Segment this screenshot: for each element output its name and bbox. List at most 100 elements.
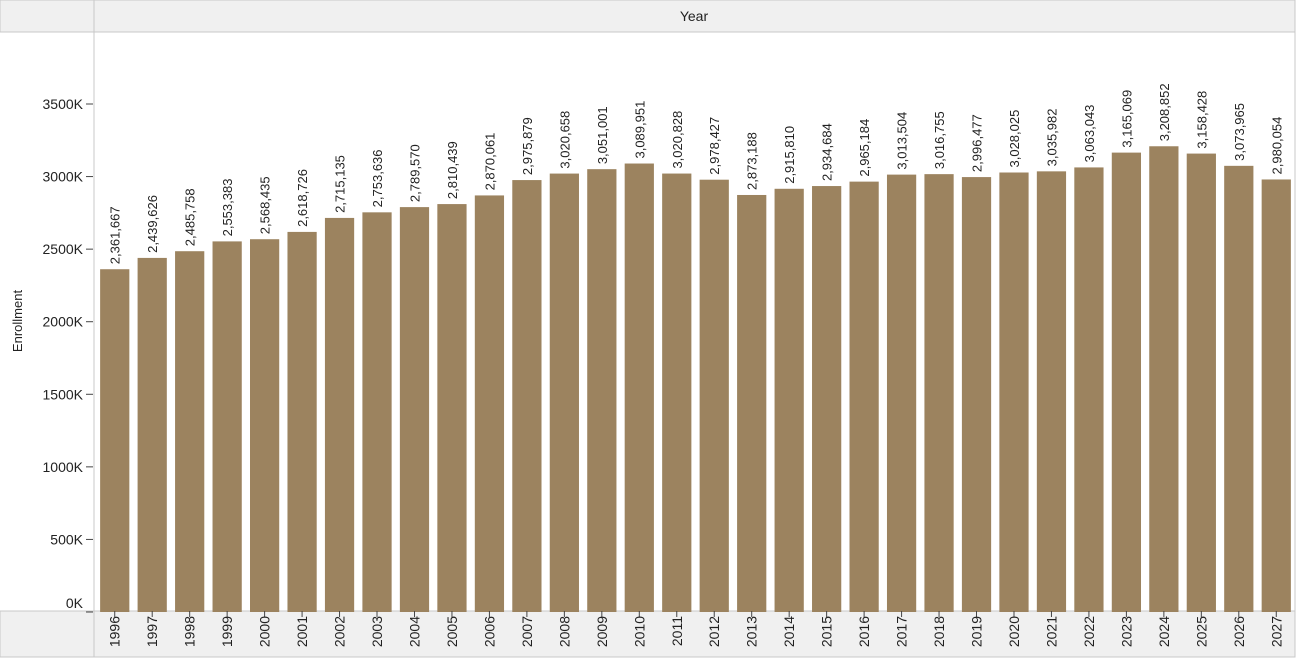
bar-data-label: 2,810,439	[445, 141, 460, 199]
y-tick-label: 500K	[50, 531, 83, 547]
bar	[324, 217, 355, 613]
bar	[1149, 146, 1179, 612]
bar	[549, 173, 579, 612]
x-tick-label: 2026	[1231, 616, 1247, 647]
bar-data-label: 2,996,477	[970, 114, 985, 172]
bar-data-label: 2,980,054	[1269, 117, 1284, 175]
x-tick-label: 2024	[1156, 616, 1172, 647]
bar	[100, 269, 130, 612]
bar-data-label: 2,789,570	[407, 144, 422, 202]
x-tick-label: 2027	[1268, 616, 1284, 647]
bar-data-label: 3,020,828	[670, 111, 685, 169]
x-tick-label: 2001	[294, 616, 310, 647]
y-tick-label: 3500K	[43, 96, 84, 112]
bar-data-label: 2,934,684	[820, 123, 835, 181]
bar	[662, 173, 692, 613]
y-tick-label: 2500K	[43, 241, 84, 257]
x-tick-label: 2004	[406, 616, 422, 647]
y-axis-label: Enrollment	[10, 290, 25, 353]
bar	[624, 163, 654, 612]
bars-group: 2,361,667 2,439,626 2,485,758 2,553,383 2,56…	[100, 83, 1291, 613]
bar-data-label: 2,978,427	[707, 117, 722, 175]
bar	[250, 239, 280, 612]
bar-data-label: 2,870,061	[482, 133, 497, 191]
x-tick-label: 2000	[257, 616, 273, 647]
bar	[737, 194, 767, 613]
y-tick-label: 2000K	[43, 314, 84, 330]
bar-data-label: 2,715,135	[333, 155, 348, 213]
bar	[849, 181, 879, 612]
bar-data-label: 2,439,626	[145, 195, 160, 253]
bar-data-label: 3,158,428	[1194, 91, 1209, 149]
bar	[999, 172, 1029, 612]
bar	[812, 186, 842, 613]
x-tick-label: 2017	[894, 616, 910, 647]
x-tick-label: 2003	[369, 616, 385, 647]
x-tick-label: 1999	[219, 616, 235, 647]
column-header-cell	[93, 0, 1296, 33]
x-tick-label: 2021	[1043, 616, 1059, 647]
bar	[212, 241, 242, 612]
x-tick-label: 2014	[781, 616, 797, 647]
bar-data-label: 3,035,982	[1044, 109, 1059, 167]
bar-data-label: 2,873,188	[745, 132, 760, 190]
x-tick-label: 2023	[1118, 616, 1134, 647]
bar-data-label: 2,618,726	[295, 169, 310, 227]
x-tick-label: 2019	[969, 616, 985, 647]
x-tick-label: 2025	[1193, 616, 1209, 647]
bar	[437, 204, 467, 612]
bar	[699, 179, 729, 612]
bar	[924, 174, 954, 612]
x-tick-label: 2016	[856, 616, 872, 647]
bar-data-label: 3,208,852	[1157, 83, 1172, 141]
bar	[512, 180, 542, 612]
bar-data-label: 3,028,025	[1007, 110, 1022, 168]
bar-data-label: 2,361,667	[108, 206, 123, 264]
y-tick-label: 1500K	[43, 386, 84, 402]
column-header-title: Year	[680, 8, 709, 24]
bar-data-label: 3,073,965	[1232, 103, 1247, 161]
bar	[1224, 165, 1254, 612]
bar	[1261, 179, 1291, 612]
bar-data-label: 3,089,951	[632, 101, 647, 159]
bar-data-label: 3,063,043	[1082, 105, 1097, 163]
header-corner-cell	[0, 0, 95, 33]
bar	[961, 177, 992, 612]
bar	[1111, 152, 1142, 613]
x-tick-label: 2018	[931, 616, 947, 647]
bar	[362, 212, 392, 612]
x-tick-label: 1998	[182, 616, 198, 647]
bar-data-label: 2,975,879	[520, 117, 535, 175]
x-tick-label: 2022	[1081, 616, 1097, 647]
bar	[137, 257, 167, 612]
bar-data-label: 3,165,069	[1119, 90, 1134, 148]
x-tick-label: 2002	[332, 616, 348, 647]
x-tick-label: 2006	[481, 616, 497, 647]
y-tick-label: 1000K	[43, 459, 84, 475]
bar	[774, 188, 804, 613]
x-tick-label: 2020	[1006, 616, 1022, 647]
bar-data-label: 2,753,636	[370, 149, 385, 207]
bar-data-label: 2,485,758	[183, 188, 198, 246]
bar-data-label: 3,051,001	[595, 106, 610, 164]
bar	[1186, 153, 1216, 612]
x-tick-label: 2015	[819, 616, 835, 647]
x-axis-band	[93, 610, 1296, 658]
bar	[587, 169, 617, 613]
y-axis: 0K 500K 1000K 1500K 2000K 2500K 3000K 3500K	[43, 96, 93, 613]
bar-data-label: 2,915,810	[782, 126, 797, 184]
bar	[287, 231, 317, 612]
bar-data-label: 2,553,383	[220, 179, 235, 237]
bar-data-label: 3,013,504	[895, 112, 910, 170]
bar	[1036, 171, 1067, 612]
bar	[886, 174, 917, 613]
x-tick-label: 2013	[744, 616, 760, 647]
y-tick-label: 3000K	[43, 169, 84, 185]
bar-data-label: 2,965,184	[857, 119, 872, 177]
x-tick-label: 1997	[144, 616, 160, 647]
bar-data-label: 2,568,435	[258, 176, 273, 234]
x-tick-label: 2005	[444, 616, 460, 647]
x-tick-label: 2009	[594, 616, 610, 647]
bar-data-label: 3,020,658	[557, 111, 572, 169]
